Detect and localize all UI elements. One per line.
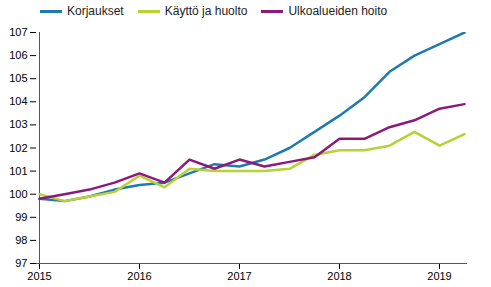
svg-text:98: 98	[15, 234, 27, 246]
html-text:Käyttö ja huolto: Käyttö ja huolto	[164, 4, 248, 18]
svg-text:2015: 2015	[27, 270, 51, 282]
svg-text:100: 100	[9, 188, 27, 200]
svg-text:106: 106	[9, 49, 27, 61]
svg-text:107: 107	[9, 26, 27, 38]
svg-text:105: 105	[9, 72, 27, 84]
svg-text:2018: 2018	[327, 270, 351, 282]
svg-text:2017: 2017	[227, 270, 251, 282]
svg-text:103: 103	[9, 118, 27, 130]
html-text:Korjaukset: Korjaukset	[67, 4, 124, 18]
html-text:Ulkoalueiden hoito: Ulkoalueiden hoito	[288, 4, 388, 18]
svg-text:99: 99	[15, 211, 27, 223]
svg-text:102: 102	[9, 142, 27, 154]
svg-text:2016: 2016	[127, 270, 151, 282]
svg-text:104: 104	[9, 95, 27, 107]
svg-text:2019: 2019	[427, 270, 451, 282]
svg-text:97: 97	[15, 257, 27, 269]
svg-text:101: 101	[9, 165, 27, 177]
